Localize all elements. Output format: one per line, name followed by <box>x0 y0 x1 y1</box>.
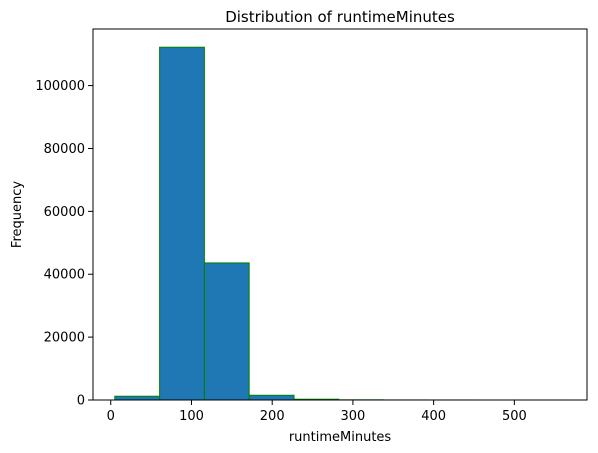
y-tick-label-3: 60000 <box>44 205 85 220</box>
y-axis-label: Frequency <box>10 181 25 248</box>
y-tick-label-1: 20000 <box>44 331 85 346</box>
histogram-bar-3 <box>248 394 295 401</box>
x-tick-label-5: 500 <box>502 409 527 424</box>
x-tick-label-3: 300 <box>341 409 366 424</box>
histogram-bar-1 <box>159 46 205 401</box>
y-tick-label-0: 0 <box>77 394 85 409</box>
y-tick-label-4: 80000 <box>44 142 85 157</box>
plot-frame <box>92 28 588 401</box>
y-tick-label-5: 100000 <box>35 79 85 94</box>
y-axis: 0 20000 40000 60000 80000 100000 <box>35 79 93 409</box>
x-tick-label-1: 100 <box>179 409 204 424</box>
y-tick-label-2: 40000 <box>44 268 85 283</box>
x-axis-label: runtimeMinutes <box>289 430 392 445</box>
x-tick-label-2: 200 <box>260 409 285 424</box>
x-tick-label-0: 0 <box>107 409 115 424</box>
histogram-bar-0 <box>114 395 161 401</box>
bars-group <box>114 46 564 401</box>
x-axis: 0 100 200 300 400 500 <box>107 400 527 424</box>
histogram-bar-2 <box>203 262 250 401</box>
chart-title: Distribution of runtimeMinutes <box>225 8 455 26</box>
x-tick-label-4: 400 <box>421 409 446 424</box>
